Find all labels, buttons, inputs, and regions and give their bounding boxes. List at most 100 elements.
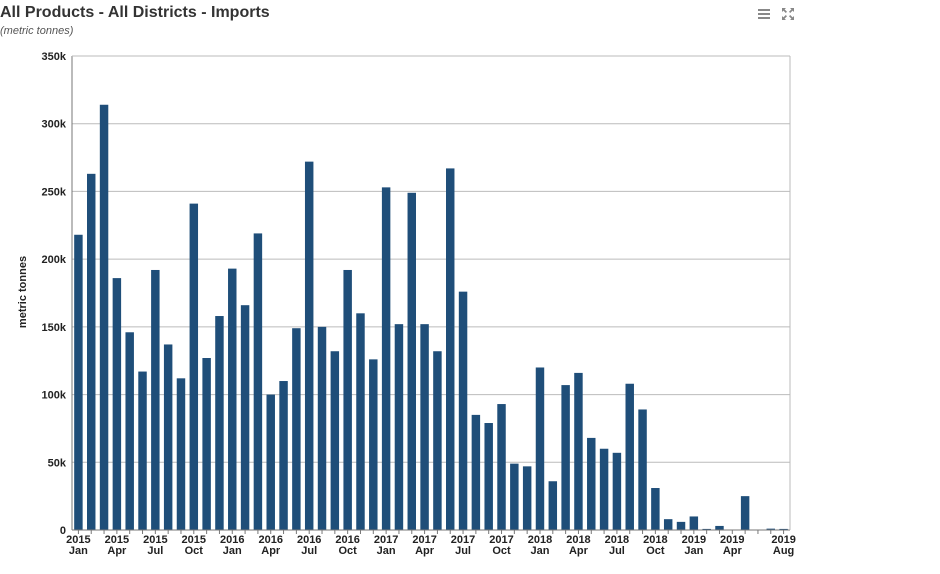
x-tick-month-label: Oct	[492, 545, 511, 557]
bar[interactable]	[702, 528, 711, 530]
x-tick-year-label: 2015	[105, 534, 129, 546]
bar[interactable]	[292, 328, 301, 530]
x-tick-year-label: 2016	[297, 534, 321, 546]
x-tick-year-label: 2015	[66, 534, 90, 546]
bars	[74, 104, 788, 531]
bar[interactable]	[548, 481, 558, 530]
bar[interactable]	[304, 161, 314, 531]
x-tick-year-label: 2015	[143, 534, 167, 546]
y-axis-label: metric tonnes	[17, 256, 29, 328]
x-tick-year-label: 2019	[720, 534, 744, 546]
x-tick-month-label: Oct	[338, 545, 357, 557]
x-tick-month-label: Apr	[261, 545, 281, 557]
bar[interactable]	[369, 359, 378, 530]
bar[interactable]	[612, 452, 622, 530]
chart-subtitle: (metric tonnes)	[0, 25, 74, 37]
x-tick-year-label: 2016	[220, 534, 244, 546]
bar[interactable]	[458, 291, 468, 530]
x-tick-month-label: Apr	[107, 545, 127, 557]
bar[interactable]	[676, 521, 686, 530]
x-tick-year-label: 2018	[566, 534, 590, 546]
bar[interactable]	[381, 187, 391, 530]
x-tick-year-label: 2019	[682, 534, 706, 546]
bar[interactable]	[125, 332, 134, 530]
y-tick-label: 200k	[42, 254, 67, 266]
bar[interactable]	[663, 519, 673, 530]
bar[interactable]	[279, 381, 288, 530]
x-tick-month-label: Jul	[301, 545, 317, 557]
x-tick-year-label: 2015	[182, 534, 206, 546]
y-tick-label: 350k	[42, 51, 67, 63]
bar[interactable]	[356, 313, 365, 530]
bar[interactable]	[163, 344, 173, 530]
bar[interactable]	[176, 378, 186, 530]
chart-toolbar	[756, 6, 796, 22]
x-tick-year-label: 2018	[528, 534, 552, 546]
bar[interactable]	[189, 203, 199, 531]
x-tick-year-label: 2018	[643, 534, 667, 546]
hamburger-menu-icon[interactable]	[756, 6, 772, 22]
bar[interactable]	[151, 269, 160, 530]
x-tick-labels: 2015Jan2015Apr2015Jul2015Oct2016Jan2016A…	[66, 534, 796, 557]
bar[interactable]	[138, 371, 147, 530]
x-tick-month-label: Jul	[455, 545, 471, 557]
x-tick-year-label: 2017	[451, 534, 475, 546]
bar[interactable]	[74, 234, 83, 530]
bar[interactable]	[715, 525, 724, 530]
x-tick-month-label: Aug	[773, 545, 794, 557]
bar[interactable]	[766, 528, 775, 530]
bar[interactable]	[638, 409, 647, 530]
x-tick-month-label: Jan	[377, 545, 396, 557]
x-tick-month-label: Apr	[723, 545, 743, 557]
bar[interactable]	[587, 437, 596, 530]
bar[interactable]	[240, 305, 250, 530]
bar[interactable]	[484, 423, 493, 530]
bar[interactable]	[651, 488, 660, 530]
fullscreen-expand-icon[interactable]	[780, 6, 796, 22]
x-tick-year-label: 2016	[335, 534, 359, 546]
x-tick-month-label: Jul	[147, 545, 163, 557]
bar[interactable]	[99, 104, 109, 531]
x-tick-year-label: 2017	[412, 534, 436, 546]
bar[interactable]	[471, 414, 481, 530]
x-tick-month-label: Jan	[223, 545, 242, 557]
x-tick-month-label: Apr	[415, 545, 435, 557]
bar[interactable]	[561, 385, 570, 530]
bar[interactable]	[625, 383, 634, 530]
y-tick-label: 100k	[42, 390, 67, 402]
bar[interactable]	[574, 372, 583, 530]
bar[interactable]	[266, 394, 275, 530]
bar[interactable]	[599, 448, 609, 530]
bar[interactable]	[407, 192, 416, 531]
chart-title: All Products - All Districts - Imports	[0, 4, 270, 21]
bar[interactable]	[330, 351, 340, 530]
bar[interactable]	[228, 268, 237, 530]
x-tick-year-label: 2017	[489, 534, 513, 546]
bar[interactable]	[535, 367, 545, 530]
bar[interactable]	[87, 173, 96, 530]
bar[interactable]	[689, 516, 699, 530]
bar[interactable]	[446, 168, 455, 531]
bar[interactable]	[510, 463, 519, 530]
bar[interactable]	[343, 269, 352, 530]
x-tick-year-label: 2019	[771, 534, 795, 546]
bar[interactable]	[497, 404, 506, 530]
bar[interactable]	[420, 324, 429, 530]
x-tick-month-label: Jan	[684, 545, 703, 557]
x-tick-month-label: Oct	[185, 545, 204, 557]
bar[interactable]	[740, 496, 750, 530]
y-tick-label: 300k	[42, 119, 67, 131]
bar[interactable]	[317, 326, 327, 530]
x-tick-month-label: Jan	[69, 545, 88, 557]
bar[interactable]	[394, 324, 404, 530]
bar[interactable]	[522, 466, 532, 530]
x-tick-year-label: 2018	[605, 534, 629, 546]
bar[interactable]	[433, 351, 442, 530]
x-tick-year-label: 2017	[374, 534, 398, 546]
y-tick-label: 50k	[48, 457, 67, 469]
bar[interactable]	[215, 316, 224, 530]
bar[interactable]	[779, 528, 788, 530]
bar[interactable]	[253, 233, 263, 530]
bar[interactable]	[202, 358, 211, 530]
bar[interactable]	[112, 278, 122, 530]
